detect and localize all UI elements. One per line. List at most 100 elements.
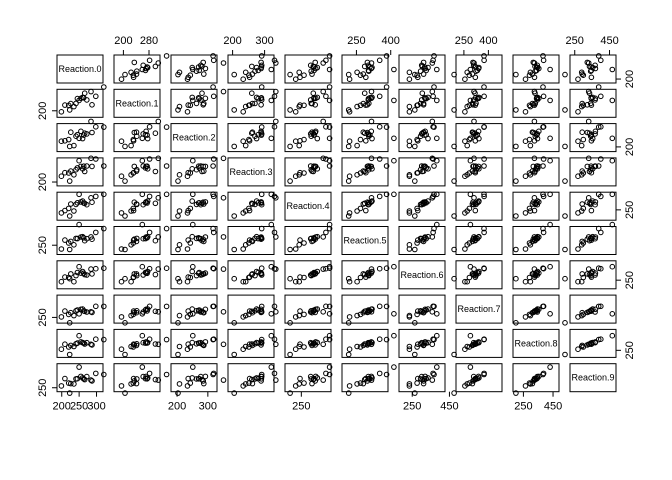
point-1-9-16 xyxy=(592,95,599,102)
point-9-0-9 xyxy=(93,370,99,377)
point-5-9-16 xyxy=(592,234,599,240)
point-3-6-1 xyxy=(412,178,418,184)
point-2-1-5 xyxy=(128,142,134,149)
point-9-2-15 xyxy=(189,375,195,381)
point-2-5-9 xyxy=(376,124,383,130)
point-0-3-17 xyxy=(246,72,252,78)
panel-3-5 xyxy=(341,157,389,187)
point-3-7-14 xyxy=(472,169,479,176)
point-1-5-3 xyxy=(383,84,390,90)
point-6-3-16 xyxy=(258,270,264,276)
diagonal-label-5: Reaction.5 xyxy=(343,236,386,246)
point-3-0-4 xyxy=(89,163,95,170)
point-7-2-9 xyxy=(210,303,217,310)
panel-2-9 xyxy=(569,123,617,153)
point-6-1-5 xyxy=(128,278,134,285)
point-9-6-5 xyxy=(406,381,413,387)
point-8-2-17 xyxy=(187,344,194,350)
panel-4-4 xyxy=(284,191,332,221)
panel-6-1 xyxy=(113,260,161,290)
point-9-7-17 xyxy=(466,380,473,386)
point-7-6-1 xyxy=(412,320,418,326)
point-0-6-6 xyxy=(429,60,436,66)
point-2-4-17 xyxy=(301,136,307,143)
point-8-1-17 xyxy=(130,344,137,350)
point-7-2-16 xyxy=(202,306,209,313)
point-0-7-2 xyxy=(462,76,468,82)
point-2-0-3 xyxy=(101,124,107,130)
point-3-4-13 xyxy=(311,165,317,171)
point-1-4-14 xyxy=(297,102,303,108)
point-5-4-14 xyxy=(297,237,303,243)
top-tick-label-5-400: 400 xyxy=(382,35,400,47)
point-8-5-16 xyxy=(368,339,375,345)
point-3-9-17 xyxy=(580,170,587,176)
point-6-1-7 xyxy=(152,271,159,278)
point-9-3-5 xyxy=(242,381,249,387)
panel-1-3 xyxy=(227,88,275,118)
panel-3-6 xyxy=(398,157,446,187)
point-7-5-17 xyxy=(357,311,364,318)
point-6-1-0 xyxy=(139,263,146,270)
point-2-9-10 xyxy=(579,129,586,135)
panel-5-3 xyxy=(227,226,275,255)
point-8-1-12 xyxy=(134,341,140,347)
point-1-0-3 xyxy=(101,84,107,90)
point-2-7-5 xyxy=(464,142,471,149)
point-9-3-1 xyxy=(231,390,237,396)
point-8-5-14 xyxy=(363,341,369,348)
point-0-9-6 xyxy=(585,60,592,66)
point-5-1-16 xyxy=(143,234,149,240)
left-tick-label-1-200: 200 xyxy=(37,102,49,120)
point-2-0-12 xyxy=(73,133,79,139)
point-3-5-3 xyxy=(383,163,390,169)
point-7-1-14 xyxy=(130,308,137,314)
point-9-0-3 xyxy=(101,371,107,378)
point-9-5-10 xyxy=(360,380,367,387)
point-8-0-13 xyxy=(74,340,81,346)
point-9-4-14 xyxy=(297,375,303,382)
point-6-9-16 xyxy=(592,270,599,276)
point-9-4-15 xyxy=(314,375,321,381)
point-0-5-2 xyxy=(346,76,353,82)
point-5-2-9 xyxy=(210,229,217,236)
point-3-8-1 xyxy=(513,178,519,184)
point-8-2-5 xyxy=(176,343,183,350)
point-5-8-16 xyxy=(536,234,542,240)
point-5-4-1 xyxy=(287,246,293,253)
panel-6-4 xyxy=(284,260,332,290)
point-6-0-16 xyxy=(78,270,84,276)
panel-5-2 xyxy=(170,226,218,255)
bottom-tick-label-0-300: 300 xyxy=(87,401,105,413)
point-4-7-10 xyxy=(469,201,476,207)
point-2-6-5 xyxy=(406,142,413,149)
point-8-5-9 xyxy=(376,336,383,343)
point-4-2-16 xyxy=(202,199,209,205)
point-0-2-17 xyxy=(187,72,194,78)
point-1-2-17 xyxy=(187,102,194,109)
point-6-7-2 xyxy=(462,278,468,285)
point-4-8-16 xyxy=(536,199,542,205)
panel-3-7 xyxy=(455,157,503,187)
point-7-8-0 xyxy=(547,311,553,317)
panel-1-4 xyxy=(284,88,332,118)
point-0-1-16 xyxy=(143,65,149,72)
point-4-0-1 xyxy=(66,213,73,219)
point-1-2-14 xyxy=(185,102,191,108)
point-8-2-13 xyxy=(196,340,202,346)
point-7-0-9 xyxy=(93,303,99,310)
point-4-2-15 xyxy=(189,198,195,204)
point-9-3-9 xyxy=(271,370,278,377)
point-9-2-9 xyxy=(210,370,217,377)
point-6-4-15 xyxy=(314,268,321,275)
point-1-0-17 xyxy=(65,102,72,109)
right-tick-label-8-250: 250 xyxy=(624,341,636,359)
panel-3-1 xyxy=(113,157,161,187)
point-3-4-1 xyxy=(287,178,293,184)
panel-3-4 xyxy=(284,157,332,187)
point-4-8-2 xyxy=(522,210,529,216)
point-9-1-12 xyxy=(134,376,140,382)
point-1-5-9 xyxy=(376,93,383,100)
point-7-6-6 xyxy=(429,309,436,315)
point-0-4-16 xyxy=(312,65,319,72)
